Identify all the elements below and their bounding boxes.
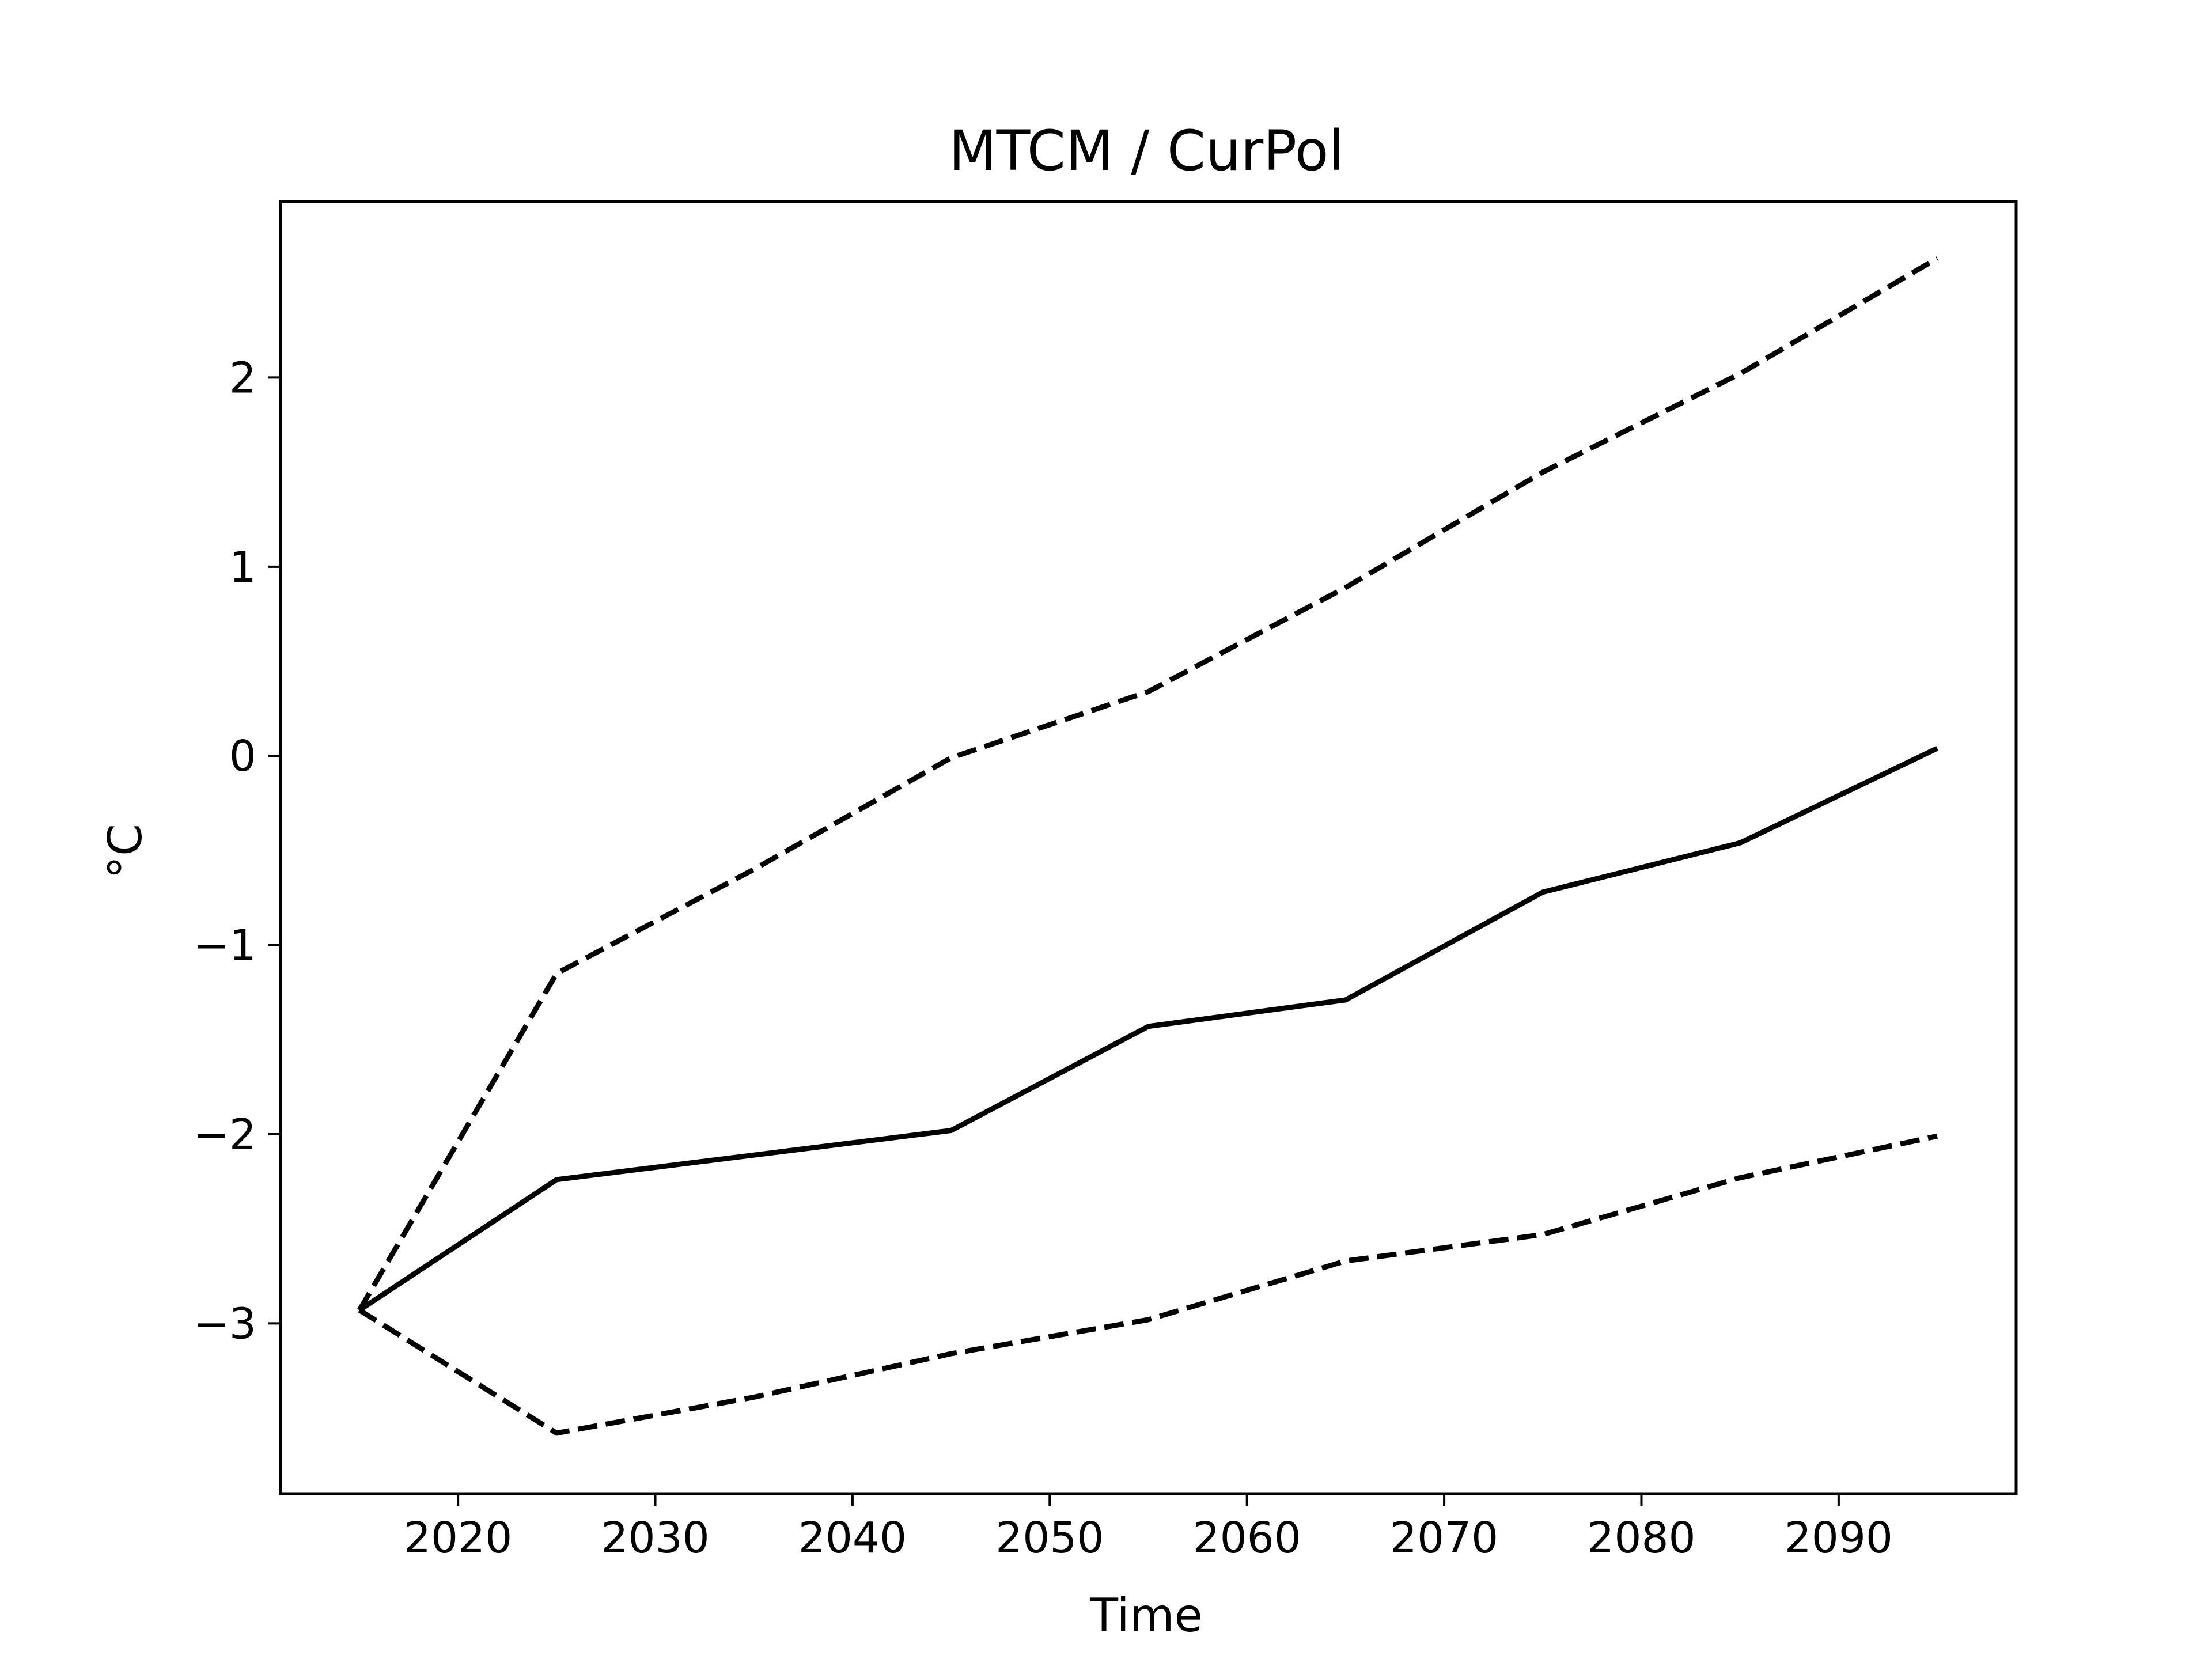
x-tick-label: 2050 bbox=[995, 1513, 1104, 1563]
y-tick-label: 0 bbox=[229, 732, 256, 781]
x-tick-label: 2080 bbox=[1587, 1513, 1695, 1563]
y-tick-label: 2 bbox=[229, 353, 256, 403]
plot-series bbox=[357, 256, 1939, 1436]
x-tick-label: 2020 bbox=[404, 1513, 512, 1563]
y-tick-label: −1 bbox=[194, 921, 256, 971]
y-tick-label: −3 bbox=[194, 1299, 256, 1349]
series-line-1 bbox=[358, 746, 1938, 1313]
x-tick-label: 2090 bbox=[1785, 1513, 1893, 1563]
x-tick-label: 2060 bbox=[1193, 1513, 1301, 1563]
chart-title: MTCM / CurPol bbox=[949, 119, 1344, 183]
y-tick-label: −2 bbox=[194, 1110, 256, 1160]
y-axis: −3 −2 −1 0 1 2 bbox=[194, 353, 281, 1349]
plot-frame bbox=[279, 200, 2018, 1495]
y-axis-label: °C bbox=[99, 824, 152, 879]
x-axis: 2020 2030 2040 2050 2060 2070 2080 2090 bbox=[404, 1494, 1893, 1563]
x-axis-label: Time bbox=[1089, 1589, 1203, 1642]
series-line-0 bbox=[357, 256, 1939, 1312]
x-tick-label: 2040 bbox=[798, 1513, 907, 1563]
x-tick-label: 2070 bbox=[1390, 1513, 1498, 1563]
series-line-2 bbox=[358, 1133, 1938, 1436]
x-tick-label: 2030 bbox=[601, 1513, 709, 1563]
y-tick-label: 1 bbox=[229, 543, 256, 592]
